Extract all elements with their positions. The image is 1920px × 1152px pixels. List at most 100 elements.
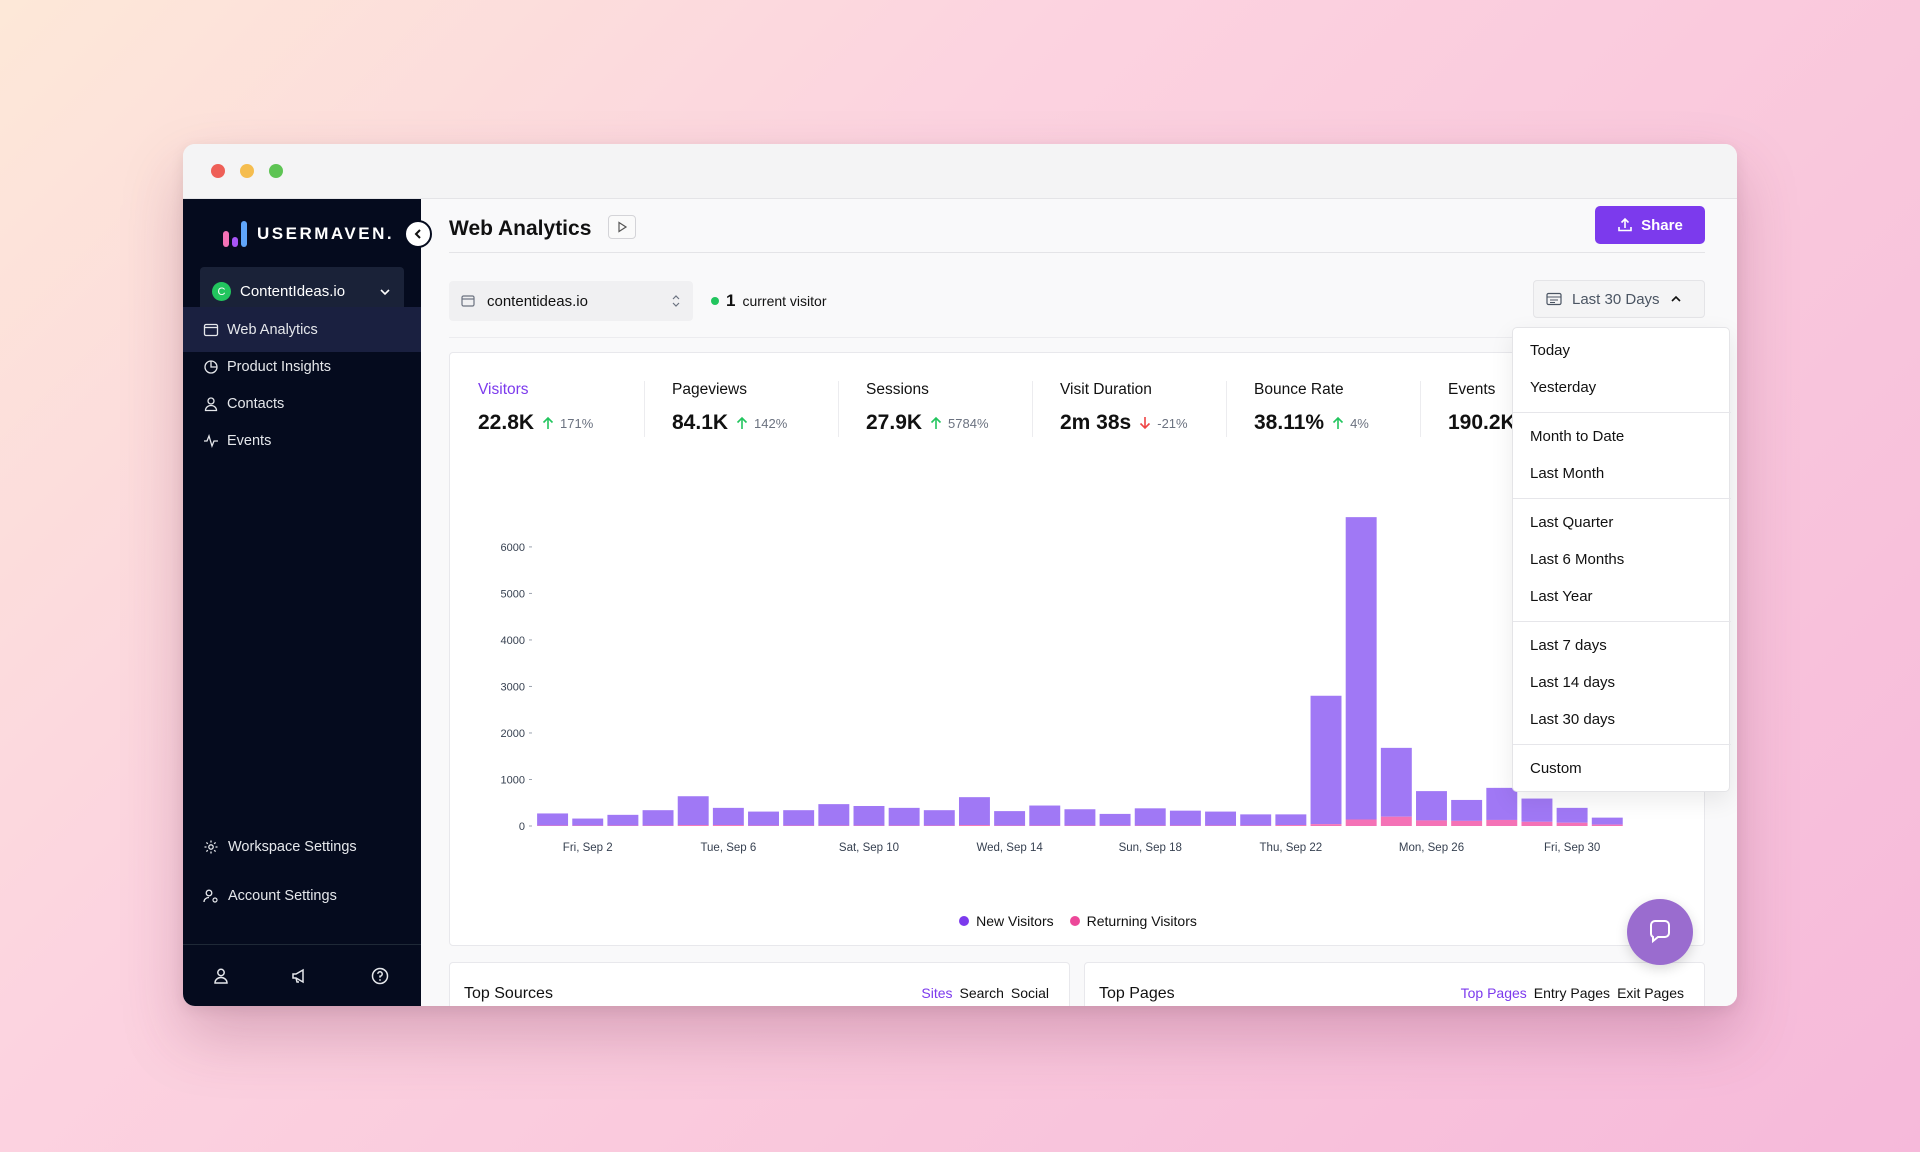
bar-new-visitors	[818, 804, 850, 826]
kpi-pageviews[interactable]: Pageviews 84.1K 142%	[672, 381, 832, 435]
tab-sites[interactable]: Sites	[921, 985, 953, 1001]
maximize-window-button[interactable]	[269, 164, 283, 178]
x-tick-label: Sun, Sep 18	[1119, 842, 1182, 854]
share-label: Share	[1641, 216, 1683, 234]
option-last-7-days[interactable]: Last 7 days	[1530, 637, 1607, 654]
arrow-down-icon	[1140, 417, 1151, 430]
share-button[interactable]: Share	[1595, 206, 1705, 244]
legend-item-returning-visitors[interactable]: Returning Visitors	[1069, 913, 1197, 929]
option-yesterday[interactable]: Yesterday	[1530, 379, 1597, 396]
upload-icon	[1618, 217, 1632, 232]
chat-launcher-button[interactable]	[1627, 899, 1693, 965]
gear-icon	[204, 840, 218, 854]
collapse-sidebar-button[interactable]	[404, 220, 432, 248]
bar-new-visitors	[1275, 814, 1307, 826]
option-last-year[interactable]: Last Year	[1530, 588, 1593, 605]
kpi-delta-value: -21%	[1157, 415, 1188, 431]
top-pages-panel: Top Pages Top Pages Entry Pages Exit Pag…	[1084, 962, 1705, 1006]
bar-returning-visitors	[958, 825, 990, 826]
panel-title: Top Sources	[464, 985, 553, 1002]
option-month-to-date[interactable]: Month to Date	[1530, 428, 1625, 445]
option-last-30-days[interactable]: Last 30 days	[1530, 711, 1616, 728]
kpi-delta-value: 142%	[754, 415, 788, 431]
brand-name: USERMAVEN.	[257, 224, 395, 243]
x-tick-label: Sat, Sep 10	[839, 842, 899, 854]
app-window: USERMAVEN. C ContentIdeas.io Web Analyti…	[183, 144, 1737, 1006]
user-icon[interactable]	[211, 966, 231, 986]
bar-new-visitors	[888, 807, 920, 826]
bar-returning-visitors	[1310, 824, 1342, 826]
tab-entry-pages[interactable]: Entry Pages	[1533, 985, 1611, 1001]
play-tutorial-button[interactable]	[608, 215, 636, 239]
kpi-label: Pageviews	[672, 381, 747, 398]
bar-returning-visitors	[1345, 819, 1377, 826]
chevron-up-icon	[1670, 295, 1681, 302]
bar-new-visitors	[1451, 799, 1483, 821]
x-tick-label: Fri, Sep 30	[1544, 842, 1600, 854]
bar-new-visitors	[712, 807, 744, 826]
sidebar-item-product-insights[interactable]: Product Insights	[183, 344, 421, 389]
kpi-bounce-rate[interactable]: Bounce Rate 38.11% 4%	[1254, 381, 1414, 435]
date-range-button[interactable]: Last 30 Days	[1533, 280, 1705, 318]
option-last-month[interactable]: Last Month	[1530, 465, 1605, 482]
sidebar-item-contacts[interactable]: Contacts	[183, 381, 421, 426]
megaphone-icon[interactable]	[290, 966, 310, 986]
divider	[449, 337, 1705, 338]
sidebar: USERMAVEN. C ContentIdeas.io Web Analyti…	[183, 199, 421, 1006]
sidebar-item-label: Events	[227, 432, 272, 449]
tab-social[interactable]: Social	[1010, 985, 1049, 1001]
sidebar-item-workspace-settings[interactable]: Workspace Settings	[203, 839, 357, 855]
domain-selector[interactable]: contentideas.io	[449, 281, 693, 321]
tab-top-pages[interactable]: Top Pages	[1460, 985, 1527, 1001]
bar-new-visitors	[958, 797, 990, 826]
option-last-6-months[interactable]: Last 6 Months	[1530, 551, 1625, 568]
activity-icon	[204, 433, 218, 448]
close-window-button[interactable]	[211, 164, 225, 178]
legend-label: Returning Visitors	[1086, 913, 1197, 929]
option-last-14-days[interactable]: Last 14 days	[1530, 674, 1616, 691]
bar-returning-visitors	[1451, 820, 1483, 826]
bar-new-visitors	[923, 810, 955, 826]
sidebar-item-web-analytics[interactable]: Web Analytics	[183, 307, 421, 352]
bar-returning-visitors	[712, 825, 744, 826]
kpi-label: Bounce Rate	[1254, 381, 1344, 398]
x-tick-label: Thu, Sep 22	[1260, 842, 1323, 854]
sidebar-item-label: Web Analytics	[227, 321, 318, 338]
overview-card: Visitors 22.8K 171% Pageviews 84.1K 142%…	[449, 352, 1705, 946]
bar-returning-visitors	[1591, 824, 1623, 826]
arrow-up-icon	[930, 416, 942, 429]
bar-new-visitors	[572, 818, 604, 826]
sidebar-item-account-settings[interactable]: Account Settings	[203, 888, 337, 904]
visitors-bar-chart: 0 1000 2000 3000 4000 5000 6000 Fri, Sep 2 Tue, …	[501, 517, 1623, 854]
kpi-value: 22.8K	[478, 411, 535, 434]
legend-item-new-visitors[interactable]: New Visitors	[959, 913, 1054, 929]
date-range-value: Last 30 Days	[1572, 290, 1660, 308]
date-range-dropdown: Today Yesterday Month to Date Last Month…	[1512, 327, 1731, 792]
chevron-down-icon	[380, 288, 390, 295]
kpi-sessions[interactable]: Sessions 27.9K 5784%	[866, 381, 1026, 435]
bar-new-visitors	[1345, 517, 1377, 820]
bar-returning-visitors	[1416, 820, 1447, 826]
option-custom[interactable]: Custom	[1530, 760, 1582, 777]
kpi-events[interactable]: Events 190.2K	[1448, 381, 1608, 435]
pie-chart-icon	[204, 359, 218, 374]
logo-mark-icon	[223, 221, 247, 247]
option-today[interactable]: Today	[1530, 342, 1571, 359]
sort-arrows-icon	[672, 295, 680, 307]
browser-icon	[461, 295, 475, 307]
bar-new-visitors	[1064, 809, 1096, 826]
sidebar-item-events[interactable]: Events	[183, 418, 421, 463]
tab-exit-pages[interactable]: Exit Pages	[1617, 985, 1684, 1001]
minimize-window-button[interactable]	[240, 164, 254, 178]
sidebar-item-label: Workspace Settings	[228, 839, 357, 855]
bar-new-visitors	[1029, 805, 1061, 826]
kpi-delta: 142%	[736, 416, 787, 431]
kpi-visit-duration[interactable]: Visit Duration 2m 38s -21%	[1060, 381, 1220, 435]
arrow-up-icon	[736, 416, 748, 429]
help-circle-icon[interactable]	[370, 966, 390, 986]
tab-search[interactable]: Search	[959, 985, 1004, 1001]
legend-dot-icon	[1069, 916, 1080, 926]
brand-logo[interactable]: USERMAVEN.	[223, 221, 394, 247]
kpi-visitors[interactable]: Visitors 22.8K 171%	[478, 381, 638, 435]
option-last-quarter[interactable]: Last Quarter	[1530, 514, 1614, 531]
